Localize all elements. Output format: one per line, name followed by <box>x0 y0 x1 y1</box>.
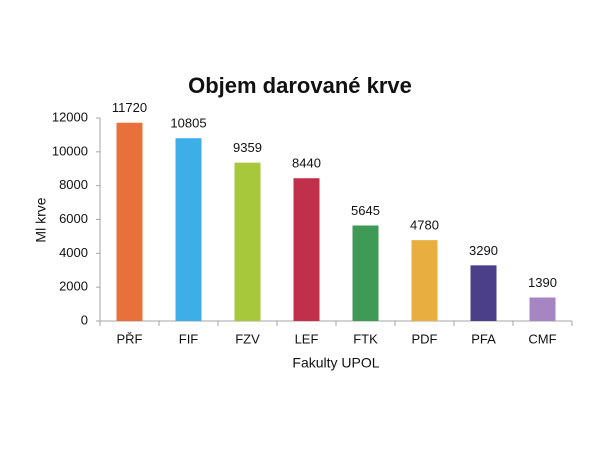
bar <box>411 240 438 321</box>
x-tick-label: FIF <box>179 331 199 346</box>
x-tick-label: FZV <box>235 331 260 346</box>
y-tick-label: 10000 <box>52 143 88 158</box>
bar <box>234 162 261 321</box>
value-label: 9359 <box>233 140 262 155</box>
x-axis-label: Fakulty UPOL <box>292 355 379 371</box>
bar <box>470 265 497 321</box>
x-tick-label: PŘF <box>117 331 143 346</box>
x-tick-label: PDF <box>412 331 438 346</box>
value-label: 11720 <box>112 100 147 115</box>
value-label: 4780 <box>410 218 439 233</box>
value-label: 10805 <box>170 116 206 131</box>
y-axis-label: Ml krve <box>33 197 49 242</box>
value-label: 8440 <box>292 156 321 171</box>
bar <box>116 122 143 321</box>
value-label: 1390 <box>528 275 557 290</box>
y-tick-label: 6000 <box>59 211 88 226</box>
y-tick-label: 2000 <box>59 279 88 294</box>
bar <box>293 178 320 321</box>
y-tick-label: 8000 <box>59 177 88 192</box>
x-tick-label: PFA <box>471 331 496 346</box>
x-tick-label: CMF <box>528 331 556 346</box>
value-label: 5645 <box>351 203 380 218</box>
y-tick-label: 0 <box>81 312 88 327</box>
x-tick-label: FTK <box>353 331 378 346</box>
bar <box>529 297 556 321</box>
bar <box>175 138 202 321</box>
y-tick-label: 4000 <box>59 245 88 260</box>
x-tick-label: LEF <box>295 331 319 346</box>
bar <box>352 225 379 321</box>
chart-title: Objem darované krve <box>188 73 412 98</box>
value-label: 3290 <box>469 243 498 258</box>
y-tick-label: 12000 <box>52 109 88 124</box>
